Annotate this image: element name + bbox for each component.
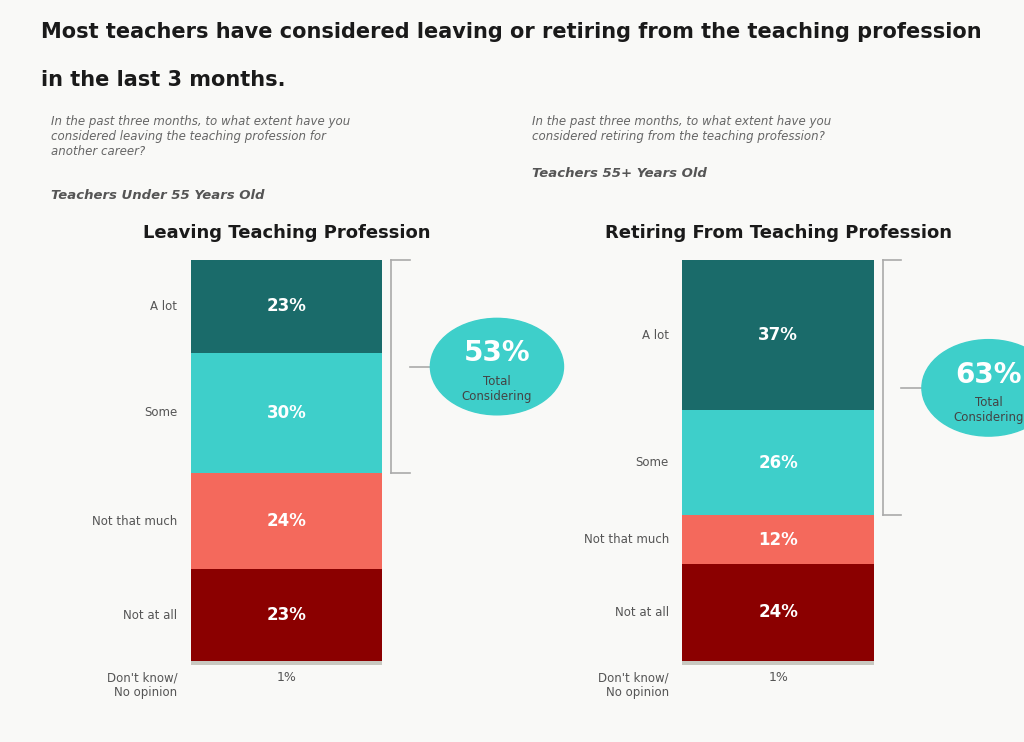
Text: Teachers 55+ Years Old: Teachers 55+ Years Old	[532, 167, 708, 180]
Bar	[682, 260, 873, 410]
Bar	[190, 569, 383, 661]
Text: 24%: 24%	[267, 512, 306, 530]
Bar	[190, 661, 383, 666]
Text: Not that much: Not that much	[584, 533, 669, 546]
Bar	[682, 564, 873, 661]
Bar	[682, 516, 873, 564]
Text: 63%: 63%	[955, 361, 1022, 389]
Bar	[682, 661, 873, 665]
Text: 53%: 53%	[464, 339, 530, 367]
Text: 1%: 1%	[768, 672, 788, 684]
Text: Most teachers have considered leaving or retiring from the teaching profession: Most teachers have considered leaving or…	[41, 22, 982, 42]
Text: Don't know/
No opinion: Don't know/ No opinion	[106, 672, 177, 700]
Text: Not that much: Not that much	[92, 514, 177, 528]
Text: Not at all: Not at all	[123, 608, 177, 622]
Text: 12%: 12%	[759, 531, 798, 548]
Text: Some: Some	[144, 406, 177, 419]
Text: 26%: 26%	[759, 454, 798, 472]
Text: Some: Some	[636, 456, 669, 469]
Text: A lot: A lot	[151, 300, 177, 313]
Text: 24%: 24%	[759, 603, 798, 622]
Text: 23%: 23%	[267, 606, 306, 624]
Text: 30%: 30%	[267, 404, 306, 421]
Bar	[190, 473, 383, 569]
Text: 23%: 23%	[267, 298, 306, 315]
Text: In the past three months, to what extent have you
considered leaving the teachin: In the past three months, to what extent…	[51, 115, 350, 158]
Text: In the past three months, to what extent have you
considered retiring from the t: In the past three months, to what extent…	[532, 115, 831, 143]
Title: Retiring From Teaching Profession: Retiring From Teaching Profession	[605, 224, 951, 243]
Text: in the last 3 months.: in the last 3 months.	[41, 70, 286, 91]
Text: 1%: 1%	[276, 672, 297, 684]
Text: Teachers Under 55 Years Old: Teachers Under 55 Years Old	[51, 189, 264, 203]
Text: Don't know/
No opinion: Don't know/ No opinion	[598, 672, 669, 699]
Text: Not at all: Not at all	[614, 606, 669, 619]
Text: Total
Considering: Total Considering	[953, 396, 1024, 424]
Text: Total
Considering: Total Considering	[462, 375, 532, 403]
Bar	[682, 410, 873, 516]
Text: A lot: A lot	[642, 329, 669, 342]
Bar	[190, 352, 383, 473]
Text: 37%: 37%	[759, 326, 798, 344]
Title: Leaving Teaching Profession: Leaving Teaching Profession	[143, 224, 430, 243]
Bar	[190, 260, 383, 352]
